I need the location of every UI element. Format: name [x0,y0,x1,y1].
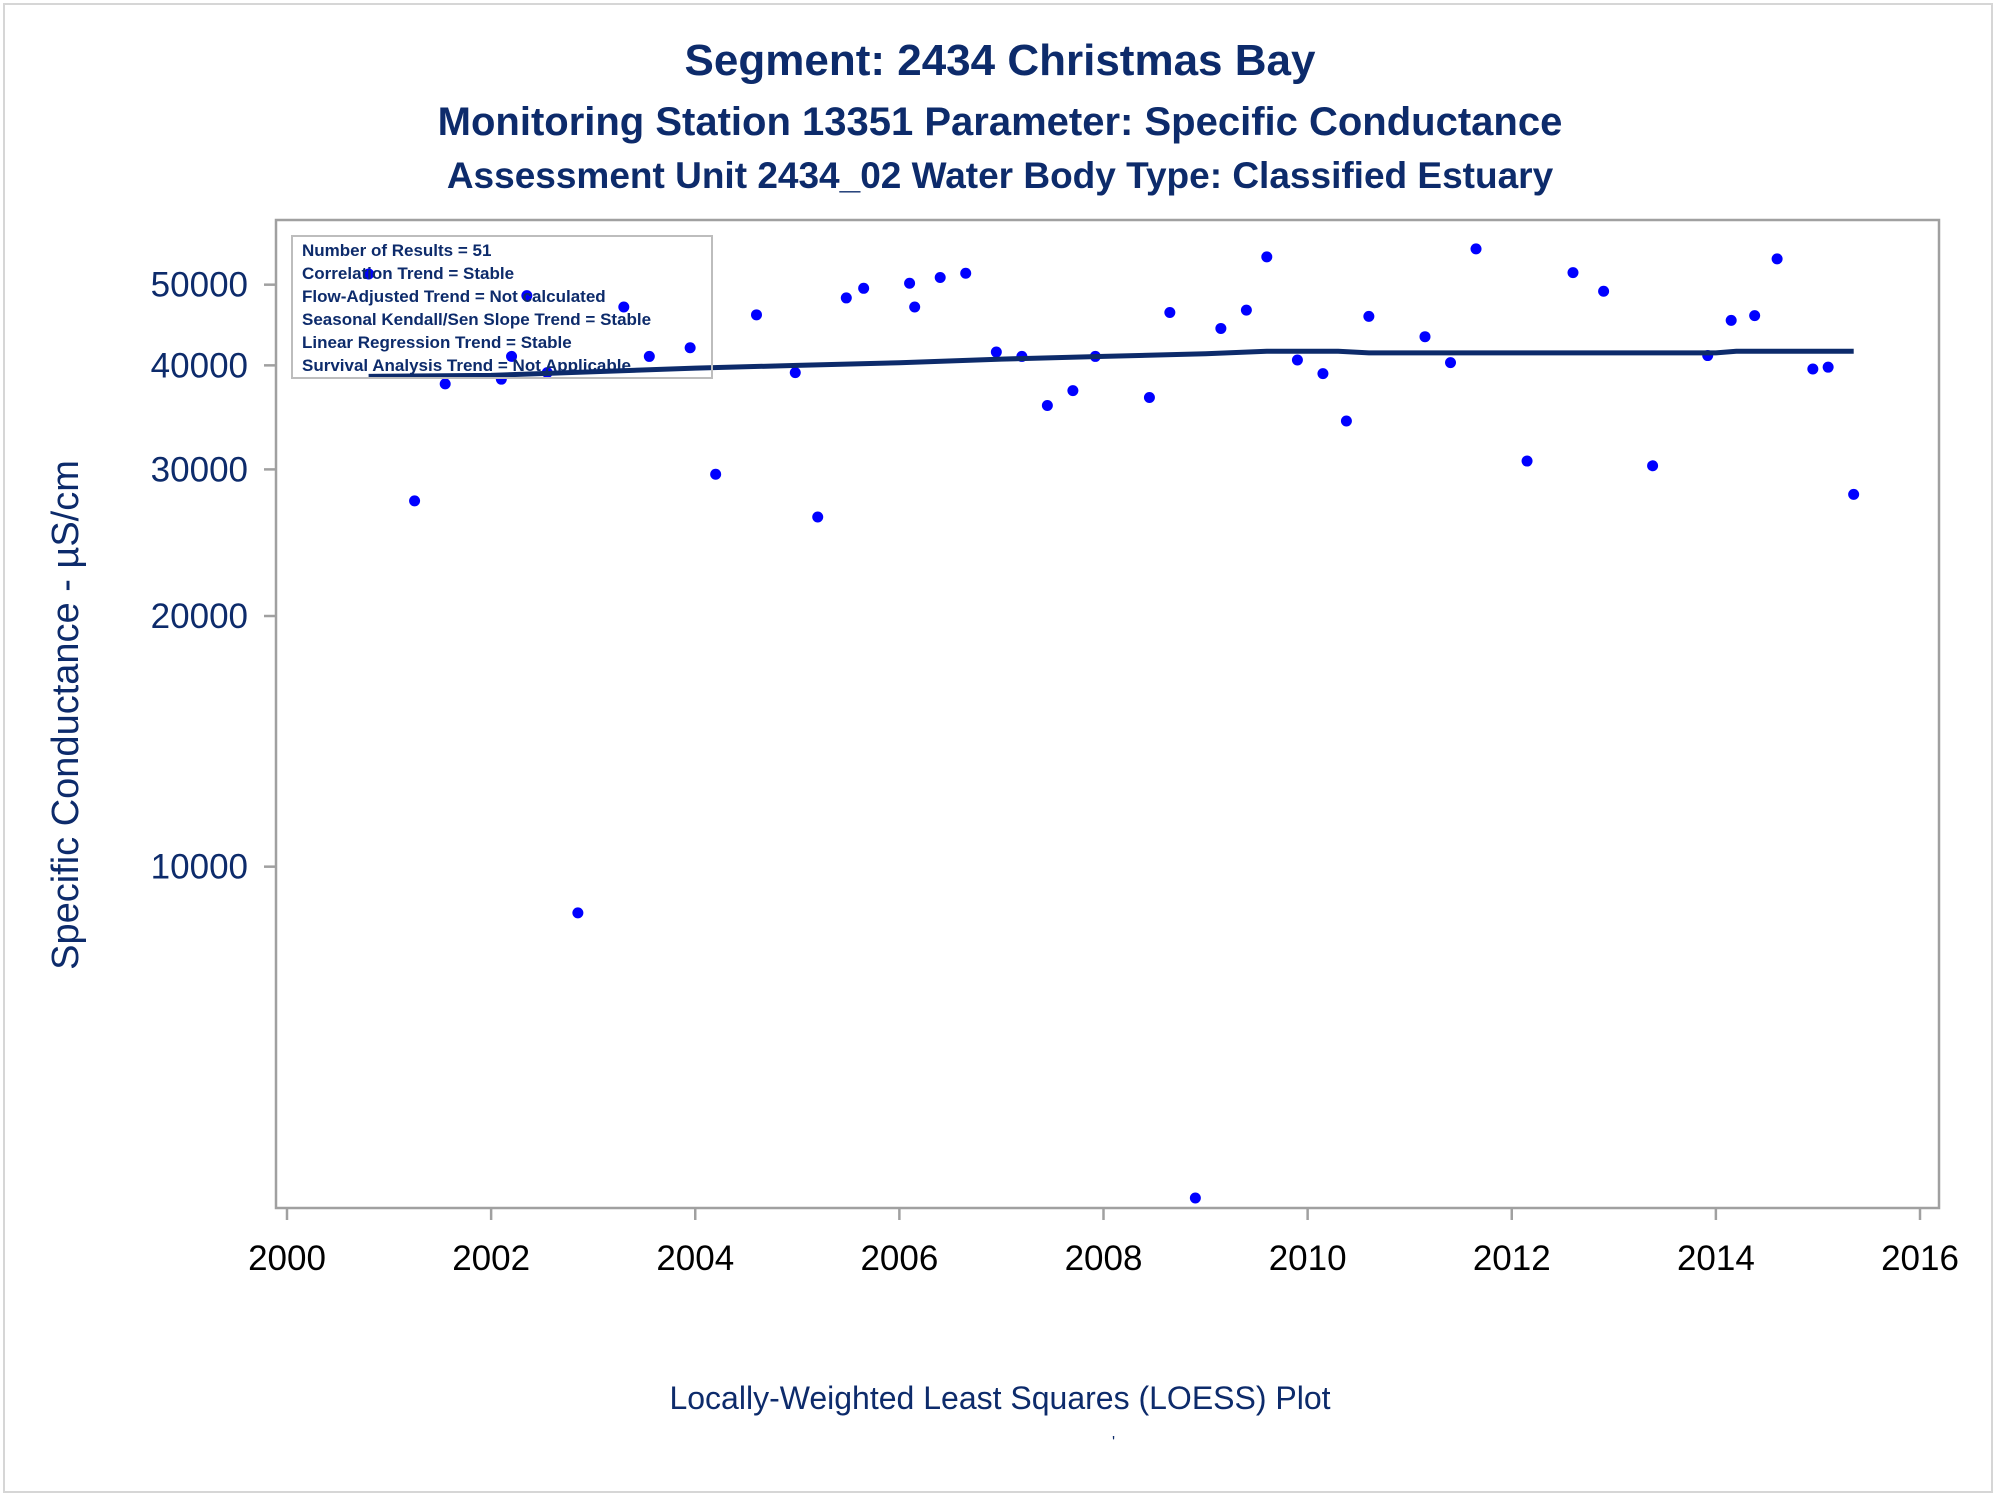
chart-subtitle-2: Assessment Unit 2434_02 Water Body Type:… [446,155,1554,196]
data-point [572,907,584,919]
data-points [363,243,1860,1204]
x-tick-label: 2014 [1677,1239,1755,1278]
data-point [934,272,946,284]
data-point [684,342,696,354]
loess-trend-line [368,348,1854,379]
data-point [710,468,722,480]
data-point [1215,322,1227,334]
x-axis: 2000 2002 2004 2006 2008 2010 2012 2014 2016 [248,1208,1959,1278]
stat-line: Seasonal Kendall/Sen Slope Trend = Stabl… [302,310,651,329]
data-point [1749,310,1761,322]
data-point [506,350,518,362]
x-tick-label: 2008 [1065,1239,1143,1278]
x-tick-label: 2006 [860,1239,938,1278]
data-point [1598,285,1610,297]
y-tick-label: 30000 [151,450,248,489]
data-point [960,267,972,279]
data-point [1041,399,1053,411]
data-point [1807,363,1819,375]
chart-title: Segment: 2434 Christmas Bay [684,36,1316,85]
y-tick-label: 50000 [151,266,248,305]
x-tick-label: 2010 [1269,1239,1347,1278]
plot-frame [274,218,1941,1210]
data-point [439,378,451,390]
data-point [1340,415,1352,427]
y-axis-label: Specific Conductance - µS/cm [45,460,87,970]
data-point [1067,385,1079,397]
data-point [909,301,921,313]
data-point [1261,251,1273,263]
data-point [1317,368,1329,380]
stat-line: Linear Regression Trend = Stable [302,333,572,352]
data-point [858,282,870,294]
x-tick-label: 2004 [656,1239,734,1278]
data-point [1771,253,1783,265]
plot-footnote: Locally-Weighted Least Squares (LOESS) P… [669,1380,1331,1416]
data-point [1419,331,1431,343]
stats-box: Number of Results = 51 Correlation Trend… [291,235,713,379]
chart-subtitle: Monitoring Station 13351 Parameter: Spec… [437,100,1563,144]
data-point [1470,243,1482,255]
data-point [1848,488,1860,500]
data-point [789,367,801,379]
y-tick-label: 20000 [151,597,248,636]
data-point [618,301,630,313]
data-point [812,511,824,523]
data-point [409,495,421,507]
data-point [643,350,655,362]
data-point [1567,267,1579,279]
data-point [1240,304,1252,316]
data-point [521,290,533,302]
stat-line: Number of Results = 51 [302,241,491,260]
y-tick-label: 10000 [151,848,248,887]
stats-box-border [291,235,713,379]
x-tick-label: 2016 [1881,1239,1959,1278]
data-point [1143,391,1155,403]
data-point [1164,306,1176,318]
data-point [840,292,852,304]
data-point [363,268,375,280]
x-tick-label: 2000 [248,1239,326,1278]
data-point [750,309,762,321]
stat-line: Correlation Trend = Stable [302,264,514,283]
stat-line: Flow-Adjusted Trend = Not calculated [302,287,606,306]
data-point [904,277,916,289]
data-point [1725,314,1737,326]
figure-frame [3,3,1993,1493]
x-tick-label: 2012 [1473,1239,1551,1278]
y-tick-label: 40000 [151,346,248,385]
data-point [1445,357,1457,369]
footnote-mark: ' [1112,1434,1116,1451]
data-point [1189,1192,1201,1204]
data-point [1521,455,1533,467]
data-point [990,346,1002,358]
stat-line: Survival Analysis Trend = Not Applicable [302,356,631,375]
data-point [1647,460,1659,472]
data-point [1363,310,1375,322]
y-axis: 10000 20000 30000 40000 50000 [151,266,276,887]
x-tick-label: 2002 [452,1239,530,1278]
data-point [1291,354,1303,366]
data-point [1822,361,1834,373]
